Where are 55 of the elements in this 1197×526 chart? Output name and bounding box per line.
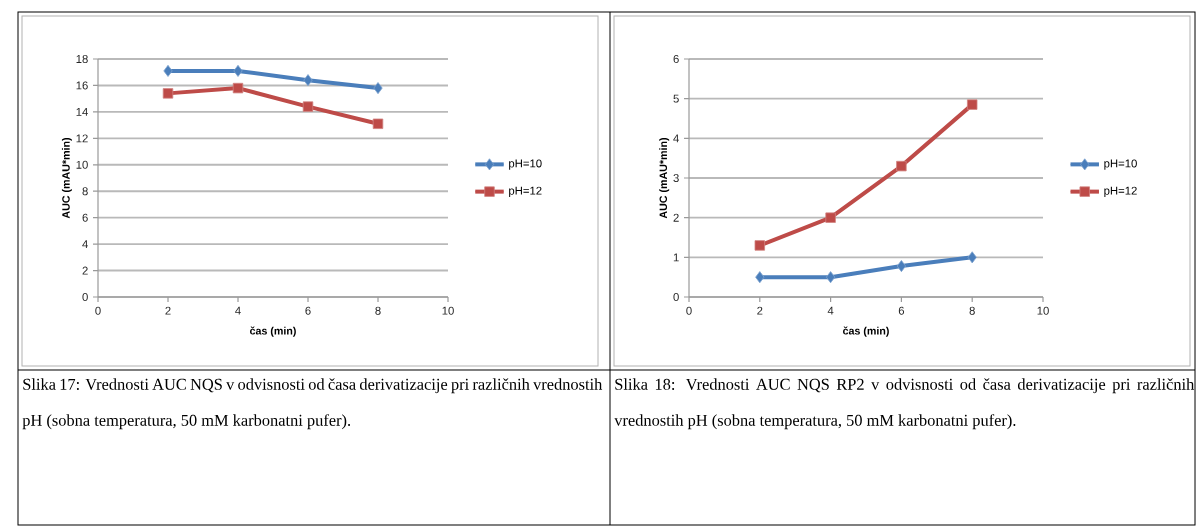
x-tick-label: 10 xyxy=(442,306,454,315)
y-tick-label: 10 xyxy=(76,160,88,169)
y-tick-label: 14 xyxy=(76,107,88,116)
x-tick-label: 2 xyxy=(165,306,171,315)
y-axis-title: AUC (mAU*min) xyxy=(659,137,670,219)
y-tick-label: 5 xyxy=(673,94,679,103)
y-tick-label: 12 xyxy=(76,134,88,143)
y-tick-label: 3 xyxy=(673,174,679,183)
y-tick-label: 4 xyxy=(673,134,679,143)
point xyxy=(967,99,978,110)
y-tick-label: 6 xyxy=(82,213,88,222)
legend-label: pH=10 xyxy=(509,159,542,170)
point xyxy=(896,260,907,273)
x-tick-label: 8 xyxy=(375,306,381,315)
y-tick-label: 6 xyxy=(673,55,679,64)
x-tick-label: 6 xyxy=(305,306,311,315)
y-tick-label: 16 xyxy=(76,81,88,90)
x-axis-title: čas (min) xyxy=(250,326,296,337)
x-tick-label: 10 xyxy=(1037,306,1049,315)
point xyxy=(372,118,384,129)
point xyxy=(373,82,383,95)
y-tick-label: 0 xyxy=(673,293,679,302)
point xyxy=(163,64,173,77)
y-tick-label: 18 xyxy=(76,55,88,64)
x-tick-label: 2 xyxy=(757,306,763,315)
point xyxy=(825,212,836,223)
text: Slika 18: Vrednosti AUC NQS RP2 v odvisnosti od časa derivatizacije pri različnih vrednostih pH (sobna temperatura, 50 mM karbonatni pufer). xyxy=(614,378,1195,430)
y-tick-label: 2 xyxy=(82,266,88,275)
text: Slika 17: Vrednosti AUC NQS v odvisnosti od časa derivatizacije pri različnih vrednostih pH (sobna temperatura, 50 mM karbonatni pufer). xyxy=(22,378,603,430)
y-tick-label: 1 xyxy=(673,253,679,262)
point xyxy=(754,240,765,251)
legend-label: pH=10 xyxy=(1104,159,1137,170)
y-tick-label: 2 xyxy=(673,213,679,222)
point xyxy=(896,160,907,172)
point xyxy=(232,82,244,94)
y-tick-label: 0 xyxy=(82,293,88,302)
x-axis-title: čas (min) xyxy=(843,326,889,337)
y-tick-label: 4 xyxy=(82,240,88,249)
x-tick-label: 6 xyxy=(898,306,905,315)
x-tick-label: 4 xyxy=(235,306,241,315)
x-tick-label: 0 xyxy=(686,306,692,315)
x-tick-label: 8 xyxy=(969,306,975,315)
legend-label: pH=12 xyxy=(1104,186,1137,197)
y-tick-label: 8 xyxy=(82,187,88,196)
x-tick-label: 4 xyxy=(827,306,834,315)
point xyxy=(302,101,314,112)
x-tick-label: 0 xyxy=(95,306,101,315)
point xyxy=(303,74,313,87)
legend-label: pH=12 xyxy=(509,186,542,197)
point xyxy=(233,64,243,77)
y-axis-title: AUC (mAU*min) xyxy=(61,137,72,219)
point xyxy=(755,271,765,284)
point xyxy=(162,88,174,99)
point xyxy=(826,271,836,284)
point xyxy=(967,251,977,264)
